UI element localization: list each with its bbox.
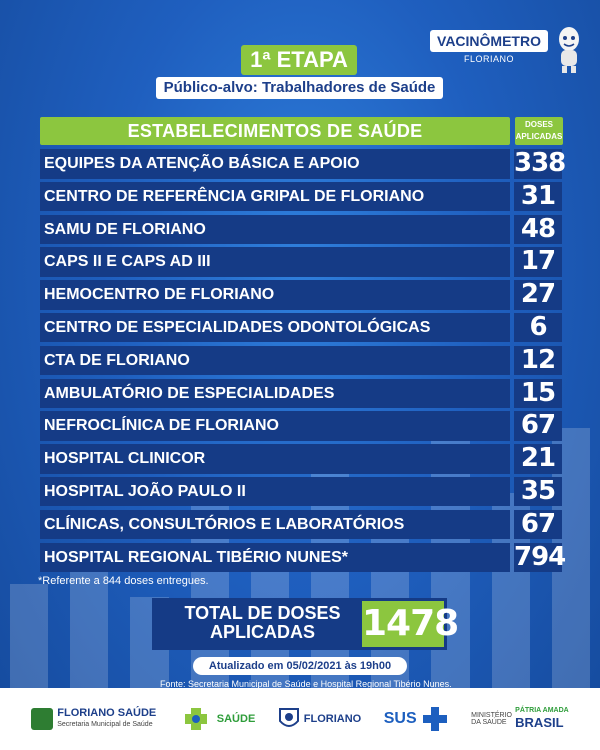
establishment-name: EQUIPES DA ATENÇÃO BÁSICA E APOIO <box>40 149 510 179</box>
footnote: *Referente a 844 doses entregues. <box>38 575 209 587</box>
doses-value: 12 <box>514 345 562 376</box>
establishment-name: SAMU DE FLORIANO <box>40 214 510 245</box>
vacinometro-title: VACINÔMETRO <box>430 30 548 52</box>
doses-value: 21 <box>514 444 562 474</box>
establishment-name: CENTRO DE ESPECIALIDADES ODONTOLÓGICAS <box>40 312 510 343</box>
sus-logo: SUS <box>384 705 449 733</box>
doses-value: 15 <box>514 378 562 409</box>
doses-value: 794 <box>514 541 566 573</box>
floriano-crest-icon <box>31 708 54 730</box>
total-value: 1478 <box>362 601 459 647</box>
establishment-name: HEMOCENTRO DE FLORIANO <box>40 280 510 310</box>
establishment-name: HOSPITAL CLINICOR <box>40 444 510 474</box>
etapa-badge: 1ª ETAPA <box>241 45 357 75</box>
saude-logo: SAÚDE <box>179 706 256 732</box>
table-row: CLÍNICAS, CONSULTÓRIOS E LABORATÓRIOS 67 <box>40 509 565 540</box>
publico-alvo-label: Público-alvo: Trabalhadores de Saúde <box>156 77 443 99</box>
table-row: SAMU DE FLORIANO 48 <box>40 214 565 245</box>
table-row: EQUIPES DA ATENÇÃO BÁSICA E APOIO 338 <box>40 148 566 179</box>
floriano-prefeitura-logo: FLORIANO <box>278 707 361 731</box>
logo1-title: FLORIANO <box>57 707 115 719</box>
doses-value: 67 <box>514 411 562 441</box>
doses-value: 27 <box>514 280 562 310</box>
footer-logos: FLORIANO SAÚDE Secretaria Municipal de S… <box>0 688 600 750</box>
logo1-subtitle: Secretaria Municipal de Saúde <box>57 721 153 728</box>
updated-timestamp: Atualizado em 05/02/2021 às 19h00 <box>193 657 407 675</box>
logo5-top: PÁTRIA AMADA <box>515 706 569 714</box>
doses-value: 338 <box>514 148 566 179</box>
table-header-establishments: ESTABELECIMENTOS DE SAÚDE <box>40 117 510 145</box>
table-row: CAPS II E CAPS AD III 17 <box>40 247 565 277</box>
table-row: HOSPITAL JOÃO PAULO II 35 <box>40 476 565 507</box>
establishments-table: EQUIPES DA ATENÇÃO BÁSICA E APOIO 338 CEN… <box>40 148 566 575</box>
table-header-doses: DOSES APLICADAS <box>515 117 563 145</box>
table-row: HEMOCENTRO DE FLORIANO 27 <box>40 280 565 310</box>
logo5-label: BRASIL <box>515 714 564 730</box>
logo2-label: SAÚDE <box>216 712 256 725</box>
health-hands-icon <box>184 708 207 730</box>
doses-value: 6 <box>514 312 562 343</box>
doses-value: 31 <box>514 181 562 212</box>
table-row: HOSPITAL REGIONAL TIBÉRIO NUNES* 794 <box>40 541 566 573</box>
total-label: TOTAL DE DOSES APLICADAS <box>184 603 341 642</box>
doses-value: 35 <box>514 476 562 507</box>
table-row: NEFROCLÍNICA DE FLORIANO 67 <box>40 411 565 441</box>
table-row: HOSPITAL CLINICOR 21 <box>40 444 565 474</box>
doses-value: 17 <box>514 247 562 277</box>
establishment-name: NEFROCLÍNICA DE FLORIANO <box>40 411 510 441</box>
governo-brasil-logo: MINISTÉRIO DA SAÚDE PÁTRIA AMADA BRASIL <box>471 707 569 732</box>
total-box: TOTAL DE DOSES APLICADAS 1478 <box>152 598 459 650</box>
logo5-subtitle: MINISTÉRIO DA SAÚDE <box>471 712 512 726</box>
establishment-name: HOSPITAL REGIONAL TIBÉRIO NUNES* <box>40 542 510 573</box>
establishment-name: CAPS II E CAPS AD III <box>40 247 510 277</box>
establishment-name: CTA DE FLORIANO <box>40 345 510 376</box>
table-row: AMBULATÓRIO DE ESPECIALIDADES 15 <box>40 378 565 409</box>
establishment-name: AMBULATÓRIO DE ESPECIALIDADES <box>40 378 510 409</box>
establishment-name: CENTRO DE REFERÊNCIA GRIPAL DE FLORIANO <box>40 181 510 212</box>
establishment-name: HOSPITAL JOÃO PAULO II <box>40 476 510 507</box>
logo3-label: FLORIANO <box>303 712 362 725</box>
floriano-seal-icon <box>278 708 299 727</box>
ze-gotinha-mascot-icon <box>559 27 579 73</box>
vacinometro-city: FLORIANO <box>463 54 514 64</box>
doses-value: 48 <box>514 214 562 245</box>
floriano-saude-logo: FLORIANO SAÚDE Secretaria Municipal de S… <box>31 708 156 730</box>
source-note: Fonte: Secretaria Municipal de Saúde e H… <box>160 679 452 689</box>
logo4-label: SUS <box>383 710 417 727</box>
logo1-saude: SAÚDE <box>117 707 157 719</box>
table-row: CTA DE FLORIANO 12 <box>40 345 565 376</box>
establishment-name: CLÍNICAS, CONSULTÓRIOS E LABORATÓRIOS <box>40 509 510 540</box>
vacinometro-logo: VACINÔMETRO FLORIANO <box>430 30 548 68</box>
table-row: CENTRO DE REFERÊNCIA GRIPAL DE FLORIANO 3… <box>40 181 565 212</box>
sus-cross-icon <box>422 707 447 731</box>
doses-value: 67 <box>514 509 562 540</box>
table-row: CENTRO DE ESPECIALIDADES ODONTOLÓGICAS 6 <box>40 312 565 343</box>
